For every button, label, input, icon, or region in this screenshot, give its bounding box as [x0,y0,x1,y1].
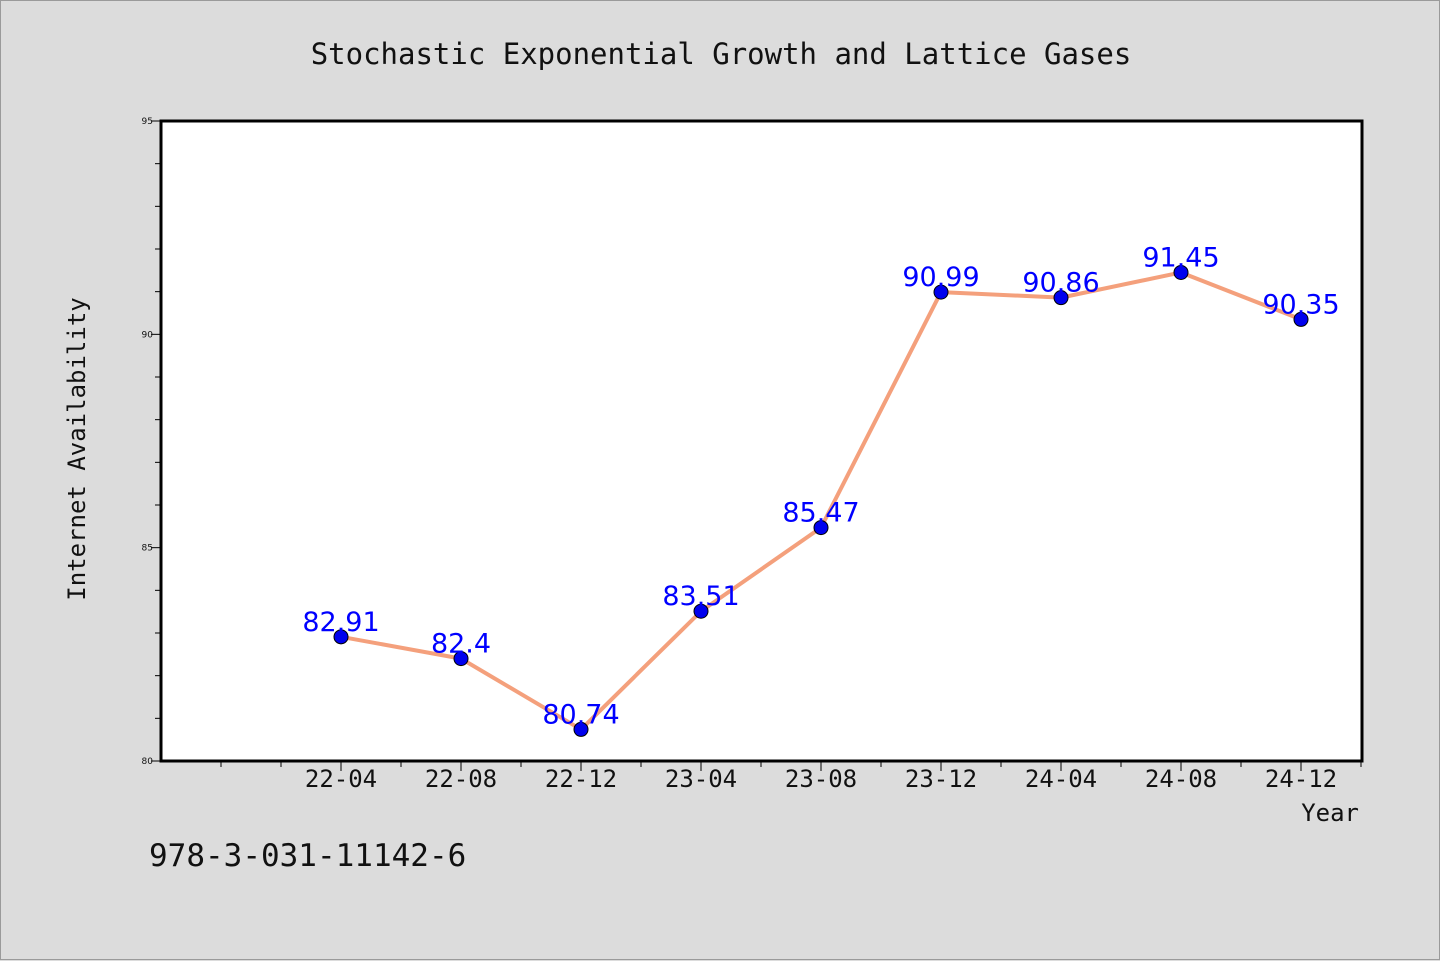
data-label: 80.74 [542,699,619,730]
x-tick-label: 22-04 [305,765,377,793]
data-point [813,520,829,536]
x-tick-label: 22-08 [425,765,497,793]
data-label: 82.91 [302,607,379,638]
data-point [693,603,709,619]
data-point [453,651,469,667]
data-markers [333,264,1309,737]
data-point [1173,264,1189,280]
data-label: 83.51 [662,581,739,612]
x-tick-label: 24-12 [1265,765,1337,793]
y-axis: 80 85 90 95 [142,117,161,767]
x-axis: 22-04 22-08 22-12 23-04 23-08 23-12 24-04 24-08… [220,761,1362,793]
data-point [1293,311,1309,327]
y-tick-label: 80 [142,757,154,767]
data-point [573,721,589,737]
data-label: 85.47 [782,498,859,529]
plot-area [159,119,1364,763]
x-tick-label: 22-12 [545,765,617,793]
y-tick-label: 95 [142,117,153,127]
data-label: 90.99 [902,262,979,293]
x-tick-label: 23-12 [905,765,977,793]
y-tick-label: 85 [142,544,153,554]
x-axis-label: Year [1301,799,1359,827]
data-point [933,284,949,300]
data-label: 90.35 [1262,289,1339,320]
data-label: 90.86 [1022,268,1099,299]
x-tick-label: 24-04 [1025,765,1097,793]
x-tick-label: 23-04 [665,765,737,793]
data-point [1053,290,1069,306]
y-tick-label: 90 [142,330,154,340]
data-labels: 82.91 82.4 80.74 83.51 85.47 90.99 90.86 91.45 9… [302,242,1339,730]
data-label: 82.4 [431,629,491,660]
x-tick-label: 23-08 [785,765,857,793]
isbn-footer: 978-3-031-11142-6 [149,838,466,874]
data-label: 91.45 [1142,242,1219,273]
data-point [333,629,349,645]
chart-title: Stochastic Exponential Growth and Lattic… [311,37,1132,71]
x-tick-label: 24-08 [1145,765,1217,793]
y-axis-label: Internet Availability [63,297,91,600]
